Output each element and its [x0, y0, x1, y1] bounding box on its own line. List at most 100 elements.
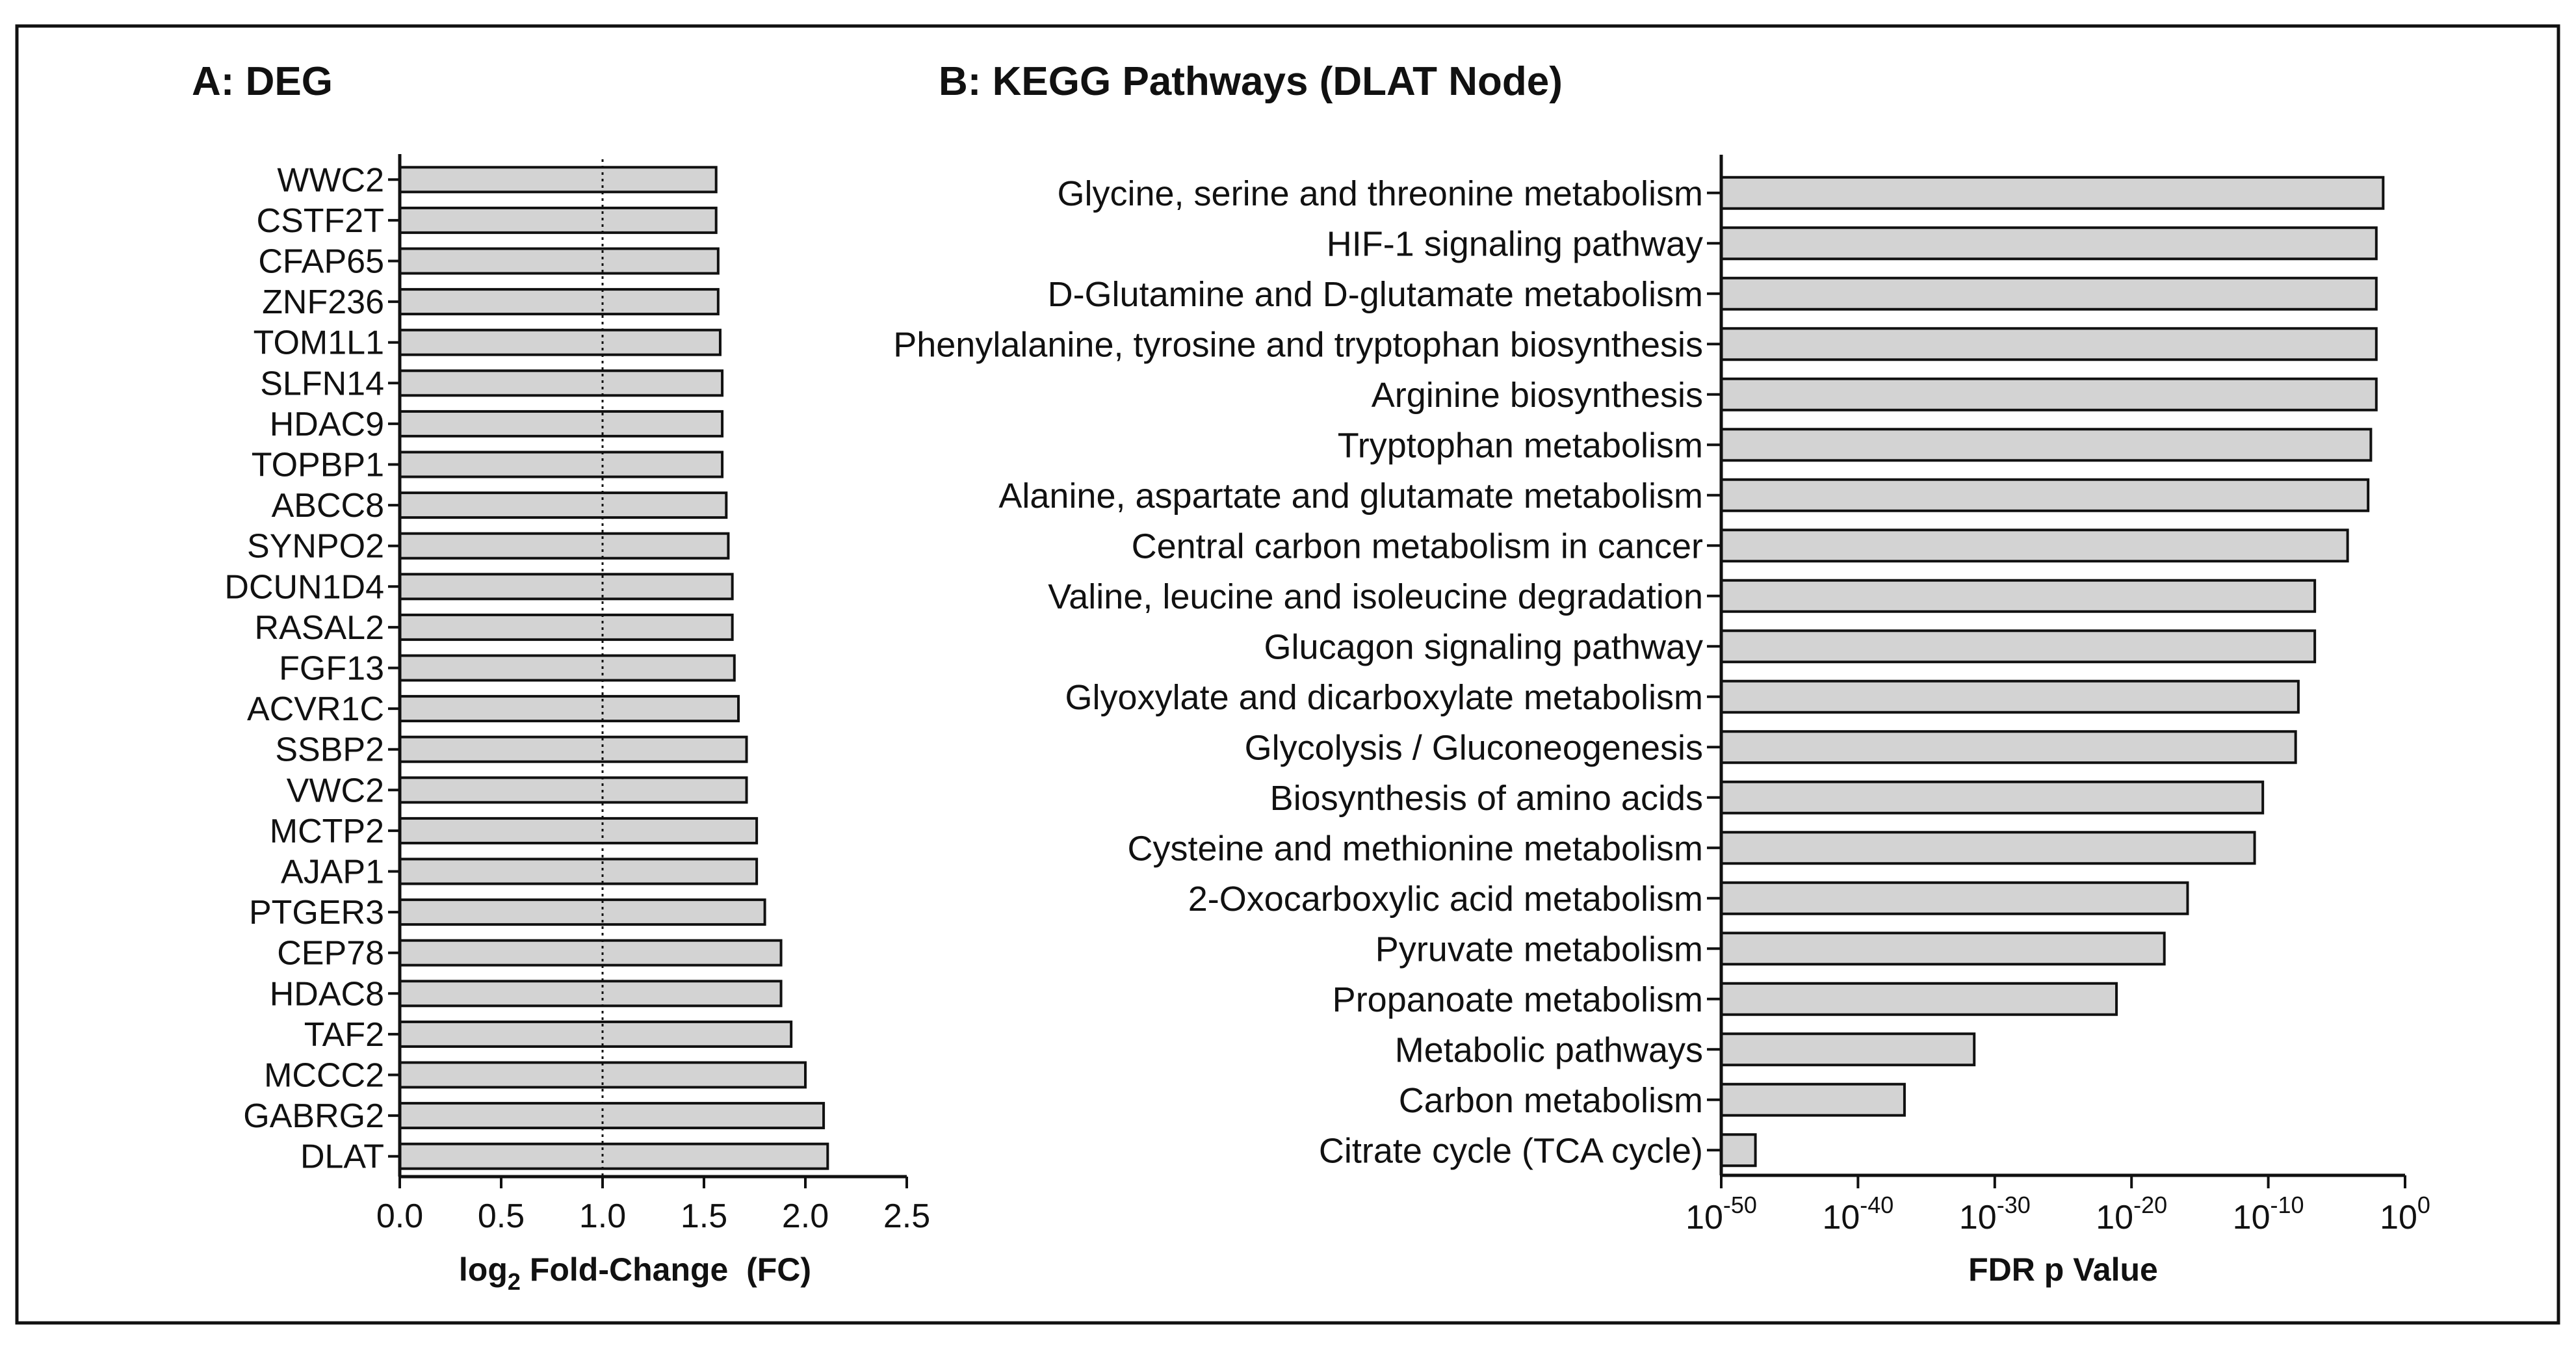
x-tick-label: 1.0 [579, 1197, 626, 1235]
bar-taf2 [398, 1020, 793, 1048]
bar-rasal2 [398, 613, 734, 641]
panel-b-axes [1707, 155, 2406, 1188]
bar-hdac8 [398, 980, 783, 1008]
category-label-ptger3: PTGER3 [249, 894, 384, 932]
bar-ptger3 [398, 898, 766, 926]
category-label-citrate-cycle-tca-cycle: Citrate cycle (TCA cycle) [1319, 1131, 1703, 1170]
panel-a-x-ticks: 0.0 0.5 1.0 1.5 2.0 2.5 [376, 1197, 930, 1235]
category-label-wwc2: WWC2 [277, 161, 384, 199]
bar-cfap65 [398, 247, 720, 275]
bar-glycolysis-gluconeogenesis [1720, 730, 2297, 764]
panel-b-category-labels: Glycine, serine and threonine metabolism… [893, 174, 1703, 1171]
category-label-mctp2: MCTP2 [270, 813, 384, 850]
panel-a-bars [398, 166, 829, 1170]
category-label-glycolysis-gluconeogenesis: Glycolysis / Gluconeogenesis [1245, 728, 1703, 767]
panel-a: A: DEG WWC2CSTF2TCFAP65ZNF236TOM1L1SLFN1… [192, 59, 930, 1295]
category-label-biosynthesis-of-amino-acids: Biosynthesis of amino acids [1270, 779, 1703, 818]
x-tick-label: 10-50 [1685, 1192, 1757, 1236]
category-label-arginine-biosynthesis: Arginine biosynthesis [1372, 376, 1703, 415]
bar-biosynthesis-of-amino-acids [1720, 780, 2265, 815]
bar-hif-1-signaling-pathway [1720, 226, 2378, 261]
bar-dlat [398, 1142, 829, 1170]
category-label-taf2: TAF2 [304, 1016, 384, 1054]
category-label-metabolic-pathways: Metabolic pathways [1395, 1030, 1703, 1069]
category-label-abcc8: ABCC8 [272, 487, 384, 525]
panel-b-bars [1720, 176, 2385, 1168]
bar-ssbp2 [398, 735, 748, 763]
category-label-ajap1: AJAP1 [281, 854, 384, 891]
category-label-slfn14: SLFN14 [260, 365, 384, 402]
bar-cep78 [398, 939, 783, 967]
category-label-acvr1c: ACVR1C [247, 690, 384, 728]
x-tick-base: 10 [2380, 1199, 2417, 1236]
x-tick-base: 10 [1959, 1199, 1997, 1236]
bar-mctp2 [398, 816, 759, 844]
x-tick-label: 0.5 [478, 1197, 525, 1235]
panel-a-x-axis-label: log2 Fold-Change (FC) [459, 1251, 811, 1295]
bar-tom1l1 [398, 328, 722, 356]
x-tick-label: 0.0 [376, 1197, 423, 1235]
x-tick-exponent: -30 [1997, 1192, 2031, 1218]
x-tick-label: 10-10 [2233, 1192, 2304, 1236]
bar-dcun1d4 [398, 573, 734, 601]
bar-wwc2 [398, 166, 718, 194]
category-label-mccc2: MCCC2 [264, 1057, 384, 1095]
bar-glyoxylate-and-dicarboxylate-metabolism [1720, 679, 2300, 714]
x-tick-label: 10-20 [2096, 1192, 2167, 1236]
category-label-propanoate-metabolism: Propanoate metabolism [1333, 980, 1703, 1019]
bar-slfn14 [398, 369, 724, 397]
bar-ajap1 [398, 857, 759, 885]
category-label-cstf2t: CSTF2T [257, 202, 384, 240]
category-label-phenylalanine-tyrosine-and-tryptophan-biosynthesis: Phenylalanine, tyrosine and tryptophan b… [893, 325, 1703, 364]
bar-glucagon-signaling-pathway [1720, 629, 2317, 664]
bar-phenylalanine-tyrosine-and-tryptophan-biosynthesis [1720, 327, 2378, 361]
bar-hdac9 [398, 410, 724, 437]
bar-cstf2t [398, 206, 718, 234]
category-label-carbon-metabolism: Carbon metabolism [1399, 1081, 1703, 1120]
category-label-pyruvate-metabolism: Pyruvate metabolism [1375, 930, 1703, 969]
category-label-tryptophan-metabolism: Tryptophan metabolism [1338, 426, 1703, 465]
bar-central-carbon-metabolism-in-cancer [1720, 529, 2349, 563]
category-label-glycine-serine-and-threonine-metabolism: Glycine, serine and threonine metabolism [1057, 174, 1703, 213]
category-label-fgf13: FGF13 [279, 650, 384, 688]
x-tick-base: 10 [1822, 1199, 1860, 1236]
bar-pyruvate-metabolism [1720, 932, 2166, 966]
category-label-central-carbon-metabolism-in-cancer: Central carbon metabolism in cancer [1132, 527, 1703, 566]
category-label-tom1l1: TOM1L1 [254, 324, 384, 362]
category-label-topbp1: TOPBP1 [252, 447, 384, 484]
category-label-2-oxocarboxylic-acid-metabolism: 2-Oxocarboxylic acid metabolism [1188, 880, 1703, 919]
x-tick-exponent: 0 [2417, 1192, 2430, 1218]
bar-fgf13 [398, 654, 736, 682]
x-tick-exponent: -40 [1860, 1192, 1893, 1218]
bar-citrate-cycle-tca-cycle [1720, 1133, 1757, 1168]
category-label-rasal2: RASAL2 [255, 609, 384, 647]
bar-propanoate-metabolism [1720, 982, 2118, 1016]
x-tick-base: 10 [2096, 1199, 2133, 1236]
x-tick-label: 2.5 [883, 1197, 930, 1235]
x-tick-exponent: -20 [2133, 1192, 2167, 1218]
x-tick-label: 1.5 [681, 1197, 727, 1235]
x-tick-exponent: -10 [2270, 1192, 2304, 1218]
category-label-glyoxylate-and-dicarboxylate-metabolism: Glyoxylate and dicarboxylate metabolism [1065, 678, 1703, 717]
category-label-gabrg2: GABRG2 [243, 1097, 384, 1135]
x-tick-label: 10-30 [1959, 1192, 2031, 1236]
bar-vwc2 [398, 776, 748, 804]
category-label-valine-leucine-and-isoleucine-degradation: Valine, leucine and isoleucine degradati… [1048, 577, 1703, 616]
bar-alanine-aspartate-and-glutamate-metabolism [1720, 478, 2370, 512]
panel-a-axes [388, 154, 908, 1188]
category-label-glucagon-signaling-pathway: Glucagon signaling pathway [1264, 627, 1703, 666]
panel-a-title: A: DEG [192, 59, 333, 104]
x-tick-base: 10 [1685, 1199, 1723, 1236]
panel-b-x-ticks: 10-50 10-40 10-30 10-20 10-10 100 [1685, 1192, 2430, 1236]
bar-gabrg2 [398, 1102, 826, 1130]
panel-b-x-axis-label: FDR p Value [1968, 1251, 2158, 1288]
panel-b: B: KEGG Pathways (DLAT Node) Glycine, se… [893, 59, 2430, 1288]
category-label-hdac8: HDAC8 [270, 975, 384, 1013]
bar-glycine-serine-and-threonine-metabolism [1720, 176, 2385, 210]
category-label-ssbp2: SSBP2 [275, 731, 384, 769]
x-tick-exponent: -50 [1723, 1192, 1757, 1218]
category-label-d-glutamine-and-d-glutamate-metabolism: D-Glutamine and D-glutamate metabolism [1048, 275, 1703, 314]
bar-synpo2 [398, 532, 730, 560]
x-tick-label: 2.0 [782, 1197, 829, 1235]
